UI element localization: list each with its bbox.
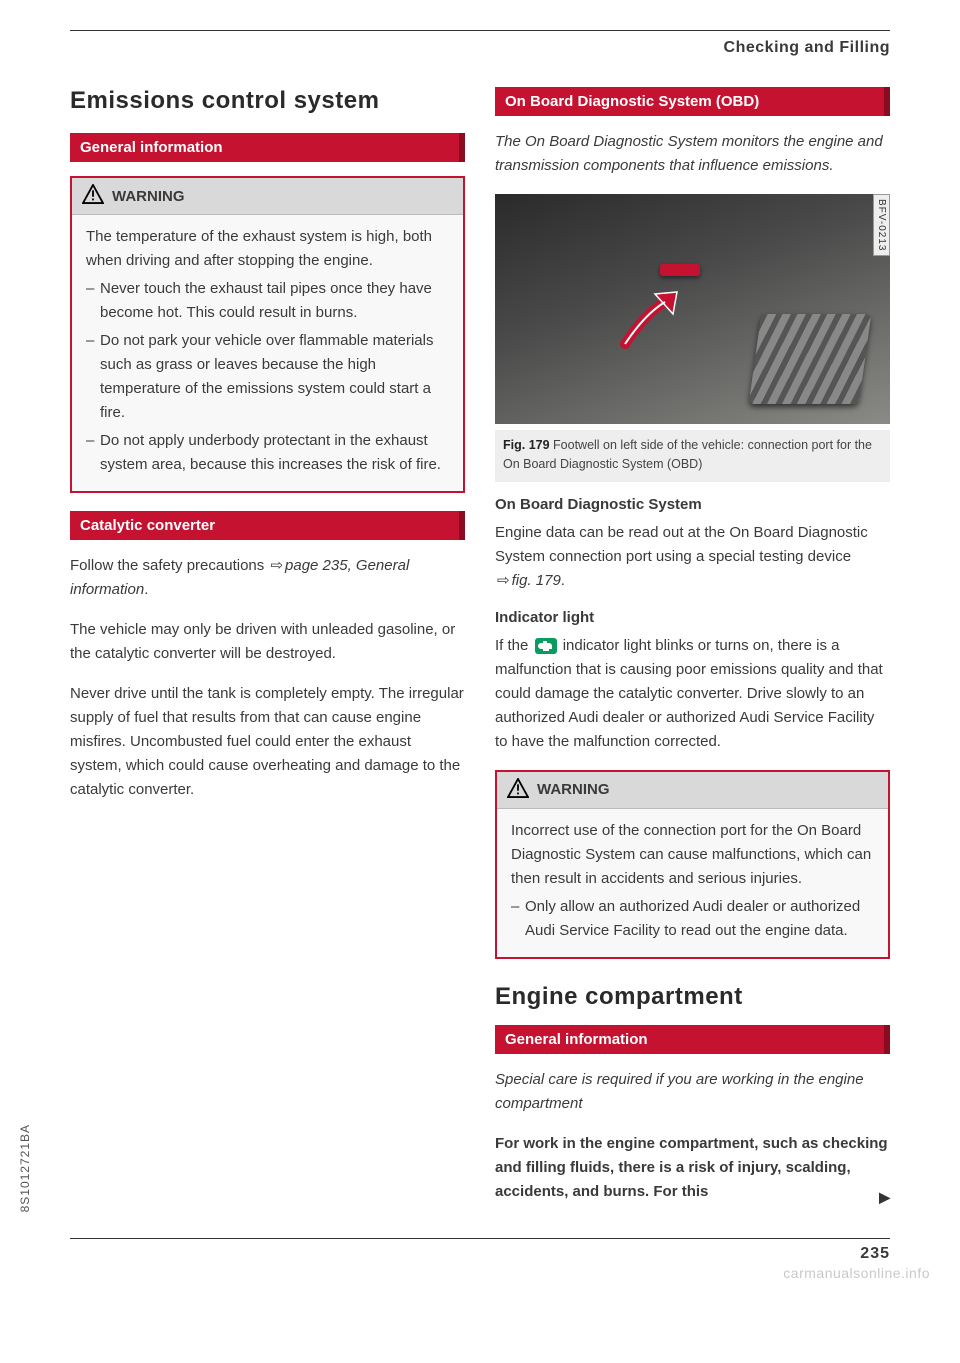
warning-intro: Incorrect use of the connection port for…: [511, 819, 874, 891]
body-text: Never drive until the tank is completely…: [70, 682, 465, 802]
figure-image: BFV-0213: [495, 194, 890, 424]
subsection-bar: Catalytic converter: [70, 511, 465, 540]
section-heading: Emissions control system: [70, 87, 465, 115]
chapter-title: Checking and Filling: [70, 39, 890, 57]
warning-icon: [507, 778, 529, 802]
reference-arrow-icon: [268, 557, 285, 574]
intro-text: The On Board Diagnostic System monitors …: [495, 130, 890, 178]
figure-tag: BFV-0213: [873, 194, 890, 256]
left-column: Emissions control system General informa…: [70, 87, 465, 1208]
body-text: The vehicle may only be driven with unle…: [70, 618, 465, 666]
warning-box: WARNING The temperature of the exhaust s…: [70, 176, 465, 493]
warning-label: WARNING: [537, 781, 610, 798]
subsection-bar: On Board Diagnostic System (OBD): [495, 87, 890, 116]
subsection-bar: General information: [70, 133, 465, 162]
pedals: [749, 314, 872, 404]
body-text: If the indicator light blinks or turns o…: [495, 634, 890, 754]
warning-body: Incorrect use of the connection port for…: [497, 809, 888, 957]
warning-box: WARNING Incorrect use of the connection …: [495, 770, 890, 959]
subsection-bar: General information: [495, 1025, 890, 1054]
section-heading: Engine compartment: [495, 983, 890, 1011]
text: Engine data can be read out at the On Bo…: [495, 524, 868, 565]
watermark: carmanualsonline.info: [783, 1265, 930, 1281]
figure-caption: Fig. 179 Footwell on left side of the ve…: [495, 430, 890, 482]
body-text: For work in the engine compartment, such…: [495, 1132, 890, 1204]
text: Follow the safety precautions: [70, 557, 268, 574]
warning-header: WARNING: [72, 178, 463, 215]
warning-item: Only allow an authorized Audi dealer or …: [511, 895, 874, 943]
caption-label: Fig. 179: [503, 438, 550, 452]
caption-text: Footwell on left side of the vehicle: co…: [503, 438, 872, 471]
document-code: 8S1012721BA: [18, 1124, 32, 1212]
body-text: Follow the safety precautions page 235, …: [70, 554, 465, 602]
text: If the: [495, 637, 533, 654]
warning-item: Never touch the exhaust tail pipes once …: [86, 277, 449, 325]
warning-icon: [82, 184, 104, 208]
body-text: Engine data can be read out at the On Bo…: [495, 521, 890, 593]
page-number: 235: [70, 1238, 890, 1263]
text: .: [144, 581, 148, 598]
warning-item: Do not park your vehicle over flammable …: [86, 329, 449, 425]
arrow-icon: [615, 284, 695, 359]
warning-body: The temperature of the exhaust system is…: [72, 215, 463, 491]
reference: fig. 179: [512, 572, 561, 589]
intro-text: Special care is required if you are work…: [495, 1068, 890, 1116]
text: .: [561, 572, 565, 589]
continue-arrow-icon: ▶: [879, 1186, 890, 1208]
obd-port: [660, 264, 700, 276]
sub-heading: On Board Diagnostic System: [495, 496, 890, 513]
warning-intro: The temperature of the exhaust system is…: [86, 225, 449, 273]
engine-icon: [535, 638, 557, 654]
right-column: On Board Diagnostic System (OBD) The On …: [495, 87, 890, 1208]
warning-item: Do not apply underbody protectant in the…: [86, 429, 449, 477]
warning-label: WARNING: [112, 188, 185, 205]
sub-heading: Indicator light: [495, 609, 890, 626]
reference-arrow-icon: [495, 572, 512, 589]
text: For work in the engine compartment, such…: [495, 1135, 888, 1200]
warning-header: WARNING: [497, 772, 888, 809]
